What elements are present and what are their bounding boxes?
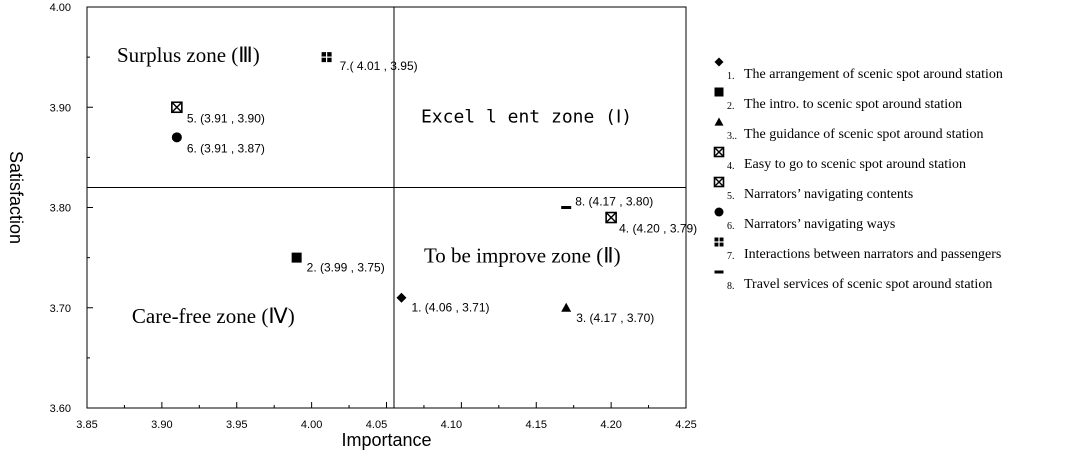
y-tick-label: 3.60: [50, 403, 71, 415]
legend-number: 8.: [727, 281, 735, 292]
legend-triangle-marker: [714, 117, 724, 126]
xbox-diag-b: [714, 177, 724, 187]
legend-square-marker: [714, 87, 724, 97]
circle-marker: [714, 207, 724, 217]
legend-number: 7.: [727, 251, 735, 262]
y-tick-label: 3.80: [50, 203, 71, 215]
y-tick-label: 3.70: [50, 303, 71, 315]
point-label: 3. (4.17 , 3.70): [576, 311, 654, 325]
x-tick-label: 3.95: [226, 419, 247, 431]
point-label: 4. (4.20 , 3.79): [619, 222, 697, 236]
legend-text: Narrators’ navigating contents: [744, 187, 913, 202]
zone-label: Excel l ent zone (Ⅰ): [421, 106, 632, 127]
zone-label: To be improve zone (Ⅱ): [424, 244, 621, 268]
point-1-diamond-marker: [396, 292, 407, 303]
data-points: 1. (4.06 , 3.71) 2. (3.99 , 3.75) 3. (4.17…: [171, 52, 697, 325]
legend-text: Travel services of scenic spot around st…: [744, 277, 992, 292]
dash-marker: [714, 270, 724, 274]
circle-marker: [171, 132, 182, 143]
point-label: 5. (3.91 , 3.90): [187, 111, 265, 125]
legend-number: 4.: [727, 161, 735, 172]
point-5-xbox-marker: [171, 101, 183, 114]
x-tick-label: 3.85: [76, 419, 97, 431]
point-2-square-marker: [291, 252, 302, 263]
x-tick-label: 4.05: [366, 419, 387, 431]
point-label: 7.( 4.01 , 3.95): [340, 59, 418, 73]
square-marker: [291, 252, 302, 263]
xbox-diag-b: [171, 101, 183, 113]
legend-xbox-marker: [713, 146, 725, 158]
y-tick-label: 3.90: [50, 102, 71, 114]
legend-text: The intro. to scenic spot around station: [744, 97, 962, 112]
y-tick-label: 4.00: [50, 2, 71, 14]
diamond-marker: [396, 292, 407, 303]
point-label: 8. (4.17 , 3.80): [575, 195, 653, 209]
legend-text: Easy to go to scenic spot around station: [744, 157, 966, 172]
zone-labels: Surplus zone (Ⅲ) Excel l ent zone (Ⅰ) To b…: [117, 43, 632, 328]
legend-diamond-marker: [714, 57, 724, 67]
legend-number: 5.: [727, 191, 735, 202]
y-axis-title: Satisfaction: [6, 151, 26, 244]
legend-dash-marker: [714, 270, 724, 274]
axes: 3.60 3.70 3.80 3.90 4.00 3.85 3.90 3.95 4.00 4.05…: [6, 2, 697, 450]
point-6-circle-marker: [171, 132, 182, 143]
x-tick-label: 4.20: [600, 419, 621, 431]
x-tick-label: 3.90: [151, 419, 172, 431]
point-label: 1. (4.06 , 3.71): [411, 301, 489, 315]
legend-number: 2.: [727, 101, 735, 112]
point-4-xbox-marker: [605, 211, 617, 224]
x-tick-label: 4.00: [301, 419, 322, 431]
triangle-marker: [561, 302, 572, 312]
x-axis-title: Importance: [341, 430, 431, 450]
legend-text: The arrangement of scenic spot around st…: [744, 67, 1003, 82]
point-label: 6. (3.91 , 3.87): [187, 141, 265, 155]
zone-label: Surplus zone (Ⅲ): [117, 43, 260, 67]
x-tick-label: 4.15: [526, 419, 547, 431]
legend-number: 1.: [727, 71, 735, 82]
dash-marker: [561, 206, 572, 209]
legend-xbox-marker: [713, 176, 725, 188]
legend-circle-marker: [714, 207, 724, 217]
legend: 1. The arrangement of scenic spot around …: [713, 57, 1003, 292]
legend-text: Interactions between narrators and passe…: [744, 247, 1001, 262]
point-8-dash-marker: [561, 206, 572, 209]
legend-text: The guidance of scenic spot around stati…: [744, 127, 983, 142]
x-tick-label: 4.25: [675, 419, 696, 431]
triangle-marker: [714, 117, 724, 126]
legend-number: 6.: [727, 221, 735, 232]
x-tick-label: 4.10: [441, 419, 462, 431]
diamond-marker: [714, 57, 724, 67]
legend-crossbox-marker: [714, 237, 724, 247]
point-7-crossbox-marker: [321, 52, 332, 63]
point-label: 2. (3.99 , 3.75): [307, 261, 385, 275]
legend-number: 3..: [727, 131, 737, 142]
legend-text: Narrators’ navigating ways: [744, 217, 895, 232]
square-marker: [714, 87, 724, 97]
xbox-diag-b: [605, 212, 617, 224]
xbox-diag-b: [714, 147, 724, 157]
zone-label: Care-free zone (Ⅳ): [132, 304, 295, 328]
point-3-triangle-marker: [561, 302, 572, 312]
